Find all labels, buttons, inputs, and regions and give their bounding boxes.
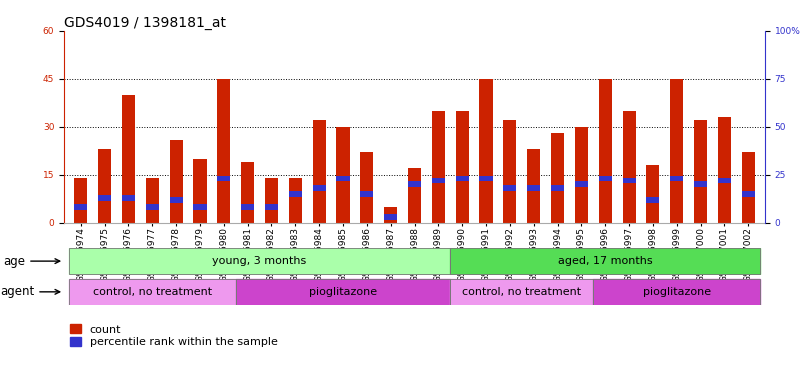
Bar [193,159,207,223]
Bar [646,197,659,203]
Bar [265,205,278,210]
Bar [503,120,517,223]
Bar [527,185,540,191]
Bar [718,117,731,223]
Bar [594,279,760,305]
Bar [265,178,278,223]
Bar [646,165,659,223]
Bar [69,279,235,305]
Bar [575,182,588,187]
Text: GDS4019 / 1398181_at: GDS4019 / 1398181_at [64,16,226,30]
Bar [742,152,755,223]
Text: control, no treatment: control, no treatment [462,287,582,297]
Text: young, 3 months: young, 3 months [212,256,307,266]
Bar [217,79,231,223]
Bar [122,195,135,201]
Bar [241,205,254,210]
Bar [170,197,183,203]
Bar [551,185,564,191]
Bar [69,279,235,305]
Text: pioglitazone: pioglitazone [309,287,377,297]
Text: control, no treatment: control, no treatment [93,287,211,297]
Bar [594,279,760,305]
Bar [456,111,469,223]
Bar [312,185,326,191]
Bar [69,248,450,274]
Bar [122,95,135,223]
Bar [551,133,564,223]
Bar [456,176,469,182]
Bar [384,207,397,223]
Legend: count, percentile rank within the sample: count, percentile rank within the sample [70,324,277,348]
Bar [336,127,349,223]
Bar [432,111,445,223]
Text: pioglitazone: pioglitazone [642,287,710,297]
Bar [289,178,302,223]
Bar [694,120,707,223]
Bar [480,79,493,223]
Bar [217,176,231,182]
Bar [575,127,588,223]
Bar [598,79,612,223]
Bar [336,176,349,182]
Bar [408,182,421,187]
Bar [450,279,594,305]
Bar [360,191,373,197]
Bar [598,176,612,182]
Bar [432,178,445,184]
Text: aged, 17 months: aged, 17 months [558,256,653,266]
Bar [235,279,450,305]
Text: age: age [3,255,60,268]
Bar [742,191,755,197]
Bar [74,178,87,223]
Bar [98,149,111,223]
Bar [170,139,183,223]
Bar [384,214,397,220]
Bar [527,149,540,223]
Bar [622,111,636,223]
Bar [718,178,731,184]
Bar [146,178,159,223]
Bar [241,162,254,223]
Bar [146,205,159,210]
Bar [69,248,450,274]
Bar [74,205,87,210]
Text: agent: agent [0,285,60,298]
Bar [193,205,207,210]
Bar [289,191,302,197]
Bar [408,168,421,223]
Bar [450,248,760,274]
Bar [670,176,683,182]
Bar [450,248,760,274]
Bar [98,195,111,201]
Bar [670,79,683,223]
Bar [312,120,326,223]
Bar [503,185,517,191]
Bar [622,178,636,184]
Bar [694,182,707,187]
Bar [360,152,373,223]
Bar [450,279,594,305]
Bar [480,176,493,182]
Bar [235,279,450,305]
